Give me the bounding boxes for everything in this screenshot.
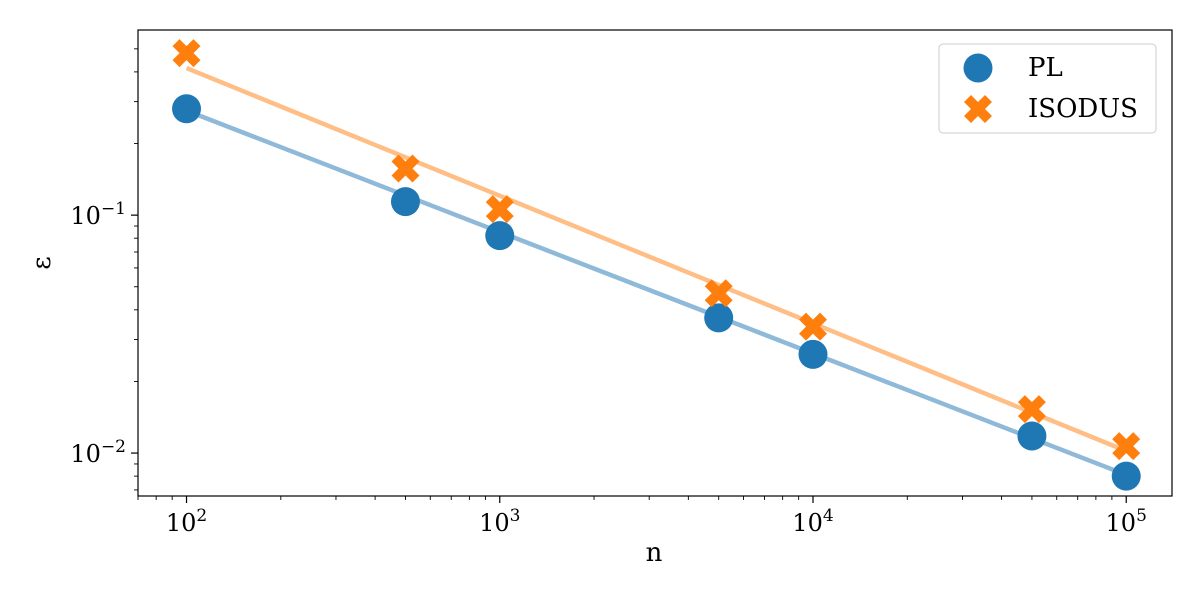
legend-box	[938, 43, 1157, 134]
point-isodus-4	[799, 312, 827, 341]
x-tick-label: 102	[166, 506, 207, 537]
point-pl-4	[798, 339, 828, 369]
fit-line-isodus	[185, 66, 1128, 454]
point-isodus-6	[1112, 432, 1141, 461]
legend-markers	[963, 53, 993, 123]
point-isodus-3	[704, 279, 733, 308]
point-pl-6	[1111, 461, 1141, 491]
data-markers	[172, 39, 1141, 491]
point-isodus-1	[391, 154, 420, 183]
point-isodus-5	[1017, 395, 1046, 424]
fit-line-pl	[185, 108, 1128, 477]
y-tick-label: 10−2	[70, 437, 126, 468]
plot-frame	[137, 29, 1173, 497]
tick-labels: 102 103 104 105 10−2 10−1	[70, 199, 1147, 537]
y-axis-label: ε	[27, 256, 57, 269]
x-axis-label: n	[646, 538, 663, 568]
axis-ticks	[131, 48, 1127, 503]
x-tick-label: 103	[479, 506, 520, 537]
legend: PL ISODUS	[938, 43, 1157, 134]
fit-lines	[185, 66, 1128, 477]
point-pl-0	[172, 94, 202, 124]
point-isodus-0	[172, 39, 201, 68]
point-pl-2	[485, 221, 515, 251]
legend-marker-isodus	[964, 95, 992, 123]
legend-label-pl: PL	[1028, 53, 1063, 83]
legend-label-isodus: ISODUS	[1028, 94, 1138, 124]
point-pl-3	[704, 303, 734, 333]
point-pl-5	[1017, 421, 1047, 451]
x-tick-label: 104	[792, 506, 833, 537]
x-tick-label: 105	[1106, 506, 1147, 537]
point-pl-1	[390, 187, 420, 217]
y-tick-label: 10−1	[70, 199, 126, 230]
point-isodus-2	[485, 195, 514, 224]
legend-marker-pl	[963, 53, 993, 83]
